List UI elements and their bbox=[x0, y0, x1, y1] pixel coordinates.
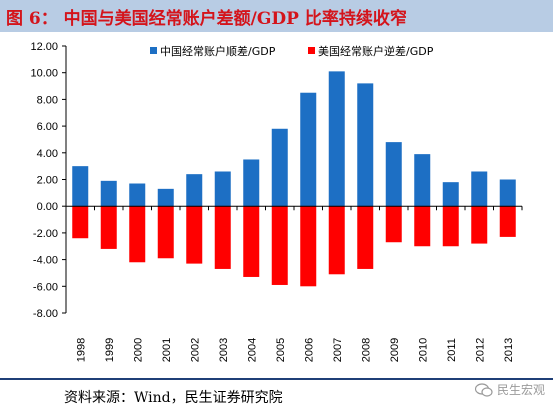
source-note: 资料来源：Wind，民生证券研究院 bbox=[64, 390, 283, 406]
bar-china-2011 bbox=[442, 182, 459, 207]
bar-us-2013 bbox=[499, 206, 516, 237]
legend-china-label: 中国经常账户顺差/GDP bbox=[160, 44, 276, 58]
x-tick-label: 2007 bbox=[332, 338, 344, 362]
x-tick-label: 2013 bbox=[503, 338, 515, 362]
x-tick-label: 2004 bbox=[246, 338, 258, 362]
bar-china-2003 bbox=[214, 171, 231, 207]
x-tick-label: 2006 bbox=[303, 338, 315, 362]
y-tick-label: 0.00 bbox=[37, 201, 58, 213]
legend-us-swatch bbox=[308, 47, 315, 54]
bar-us-2007 bbox=[328, 206, 345, 275]
y-tick-label: 6.00 bbox=[37, 121, 58, 133]
bar-china-2007 bbox=[328, 71, 345, 207]
bar-us-2005 bbox=[271, 206, 288, 285]
legend: 中国经常账户顺差/GDP 美国经常账户逆差/GDP bbox=[150, 44, 434, 58]
title-bar: 图 6： 中国与美国经常账户差额/GDP 比率持续收窄 bbox=[0, 0, 553, 32]
bar-us-1999 bbox=[100, 206, 117, 249]
legend-china-swatch bbox=[150, 47, 157, 54]
y-tick-label: 12.00 bbox=[30, 41, 58, 53]
y-tick-label: -2.00 bbox=[33, 228, 58, 240]
wechat-icon bbox=[474, 382, 493, 397]
bar-us-2002 bbox=[186, 206, 203, 264]
bar-us-2009 bbox=[385, 206, 402, 243]
x-tick-label: 2011 bbox=[446, 338, 458, 362]
bar-china-1998 bbox=[72, 166, 89, 207]
bar-china-2013 bbox=[499, 179, 516, 207]
x-tick-label: 2002 bbox=[189, 338, 201, 362]
x-tick-label: 2005 bbox=[275, 338, 287, 362]
bar-china-2008 bbox=[357, 83, 374, 207]
bar-china-2004 bbox=[243, 159, 260, 207]
x-tick-label: 2010 bbox=[417, 338, 429, 362]
bar-china-2009 bbox=[385, 142, 402, 207]
axes: 12.00 10.00 8.00 6.00 4.00 2.00 0.00 -2.00 -4.00… bbox=[30, 41, 523, 362]
y-tick-label: -4.00 bbox=[33, 255, 58, 267]
bar-us-2008 bbox=[357, 206, 374, 269]
bar-us-2001 bbox=[157, 206, 174, 259]
y-tick-label: -6.00 bbox=[33, 281, 58, 293]
x-tick-label: 2003 bbox=[218, 338, 230, 362]
bar-us-2012 bbox=[471, 206, 488, 244]
bar-china-2000 bbox=[129, 183, 146, 207]
bar-us-2004 bbox=[243, 206, 260, 277]
bar-us-2000 bbox=[129, 206, 146, 263]
x-tick-label: 2000 bbox=[132, 338, 144, 362]
x-tick-label: 2008 bbox=[360, 338, 372, 362]
bar-china-2005 bbox=[271, 128, 288, 207]
y-tick-label: 2.00 bbox=[37, 175, 58, 187]
bar-china-2012 bbox=[471, 171, 488, 207]
bar-us-2003 bbox=[214, 206, 231, 269]
bar-china-1999 bbox=[100, 180, 117, 207]
bar-us-2011 bbox=[442, 206, 459, 247]
bar-us-2010 bbox=[414, 206, 431, 247]
y-tick-label: 4.00 bbox=[37, 148, 58, 160]
x-tick-label: 2009 bbox=[389, 338, 401, 362]
x-tick-label: 2012 bbox=[474, 338, 486, 362]
bar-china-2001 bbox=[157, 188, 174, 207]
bottom-rule bbox=[0, 378, 553, 380]
bars bbox=[72, 71, 516, 287]
watermark-text: 民生宏观 bbox=[496, 383, 545, 397]
x-tick-label: 1999 bbox=[104, 338, 116, 362]
bar-us-2006 bbox=[300, 206, 317, 287]
y-tick-label: 10.00 bbox=[30, 68, 58, 80]
watermark: 民生宏观 bbox=[474, 381, 545, 398]
bar-chart: 中国经常账户顺差/GDP 美国经常账户逆差/GDP 12.00 10.00 8.00 6… bbox=[30, 41, 523, 362]
chart-title: 图 6： 中国与美国经常账户差额/GDP 比率持续收窄 bbox=[6, 9, 407, 29]
x-tick-label: 1998 bbox=[75, 338, 87, 362]
y-tick-label: 8.00 bbox=[37, 94, 58, 106]
bar-china-2010 bbox=[414, 154, 431, 207]
bar-china-2006 bbox=[300, 92, 317, 207]
bar-china-2002 bbox=[186, 174, 203, 207]
legend-us-label: 美国经常账户逆差/GDP bbox=[318, 44, 434, 58]
bar-us-1998 bbox=[72, 206, 89, 239]
x-tick-label: 2001 bbox=[161, 338, 173, 362]
y-tick-label: -8.00 bbox=[33, 308, 58, 320]
